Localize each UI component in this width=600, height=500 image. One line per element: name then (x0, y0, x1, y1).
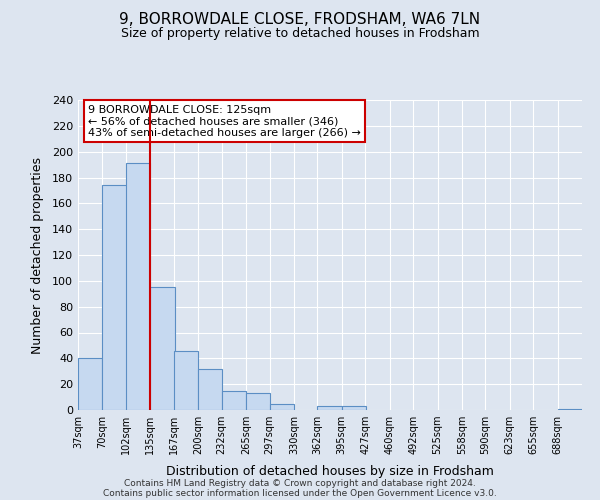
Bar (103, 185, 127, 410)
Bar (198, 368, 223, 410)
Bar (269, 404, 294, 410)
Text: Size of property relative to detached houses in Frodsham: Size of property relative to detached ho… (121, 28, 479, 40)
Bar (126, 164, 150, 410)
Bar (246, 393, 271, 410)
Bar (78, 358, 103, 410)
Text: 9, BORROWDALE CLOSE, FRODSHAM, WA6 7LN: 9, BORROWDALE CLOSE, FRODSHAM, WA6 7LN (119, 12, 481, 28)
Bar (317, 406, 342, 410)
Text: Contains HM Land Registry data © Crown copyright and database right 2024.: Contains HM Land Registry data © Crown c… (124, 478, 476, 488)
Bar (557, 408, 582, 410)
Bar (174, 350, 198, 410)
Text: Contains public sector information licensed under the Open Government Licence v3: Contains public sector information licen… (103, 488, 497, 498)
Bar (342, 406, 366, 410)
Text: 9 BORROWDALE CLOSE: 125sqm
← 56% of detached houses are smaller (346)
43% of sem: 9 BORROWDALE CLOSE: 125sqm ← 56% of deta… (88, 104, 361, 138)
Bar (221, 390, 246, 410)
Y-axis label: Number of detached properties: Number of detached properties (31, 156, 44, 354)
X-axis label: Distribution of detached houses by size in Frodsham: Distribution of detached houses by size … (166, 466, 494, 478)
Bar (150, 288, 175, 410)
